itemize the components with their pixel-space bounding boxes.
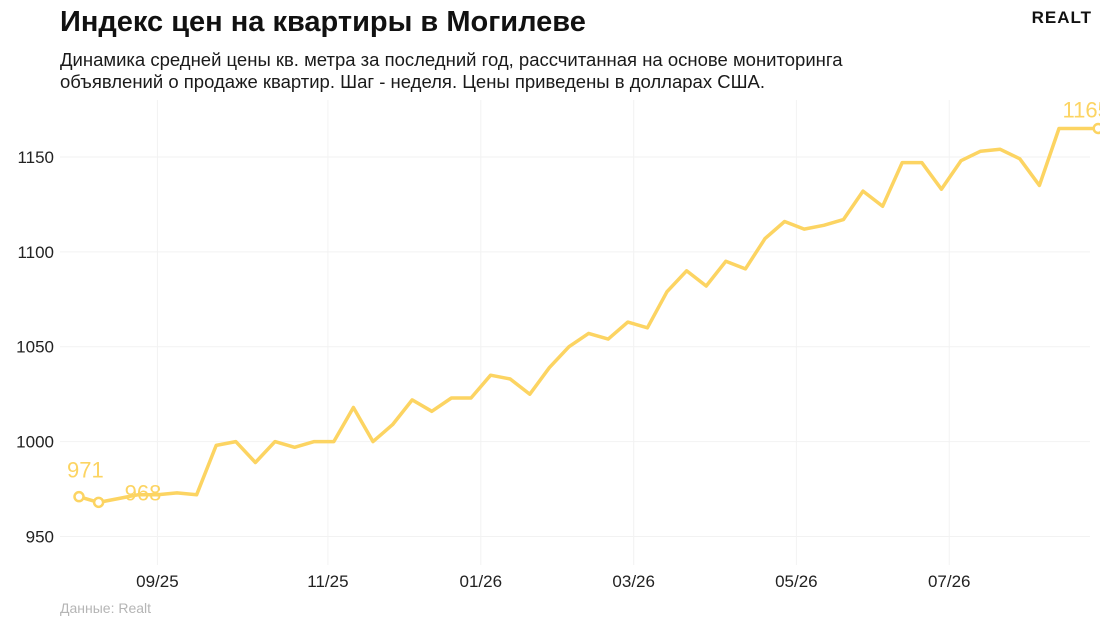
- annotations-group: 971 968 1165: [67, 97, 1100, 509]
- x-tick-label: 05/26: [775, 572, 818, 591]
- annotation-marker: [73, 490, 85, 503]
- y-tick-label: 1000: [16, 433, 54, 452]
- y-axis-ticks: 950 1000 1050 1100 1150: [16, 148, 54, 547]
- y-tick-label: 1050: [16, 338, 54, 357]
- x-tick-label: 03/26: [612, 572, 655, 591]
- chart-subtitle: Динамика средней цены кв. метра за после…: [60, 49, 843, 92]
- y-tick-label: 950: [26, 528, 54, 547]
- annotation-label: 1165: [1063, 97, 1100, 122]
- price-index-line: [77, 126, 1100, 505]
- y-tick-label: 1150: [17, 148, 54, 167]
- grid-lines: [60, 100, 1090, 565]
- annotation-label: 968: [125, 480, 162, 505]
- annotation-marker: [92, 496, 105, 509]
- annotation-label: 971: [67, 458, 104, 483]
- annotation-marker: [1092, 122, 1100, 135]
- series-group: [77, 126, 1100, 505]
- data-source: Данные: Realt: [60, 600, 152, 616]
- y-tick-label: 1100: [17, 243, 54, 262]
- x-axis-ticks: 09/25 11/25 01/26 03/26 05/26 07/26: [136, 572, 970, 591]
- x-tick-label: 09/25: [136, 572, 179, 591]
- realt-logo[interactable]: REALT: [1031, 8, 1092, 27]
- x-tick-label: 07/26: [928, 572, 971, 591]
- x-tick-label: 11/25: [307, 572, 348, 591]
- x-tick-label: 01/26: [460, 572, 503, 591]
- chart-title: Индекс цен на квартиры в Могилеве: [60, 6, 586, 38]
